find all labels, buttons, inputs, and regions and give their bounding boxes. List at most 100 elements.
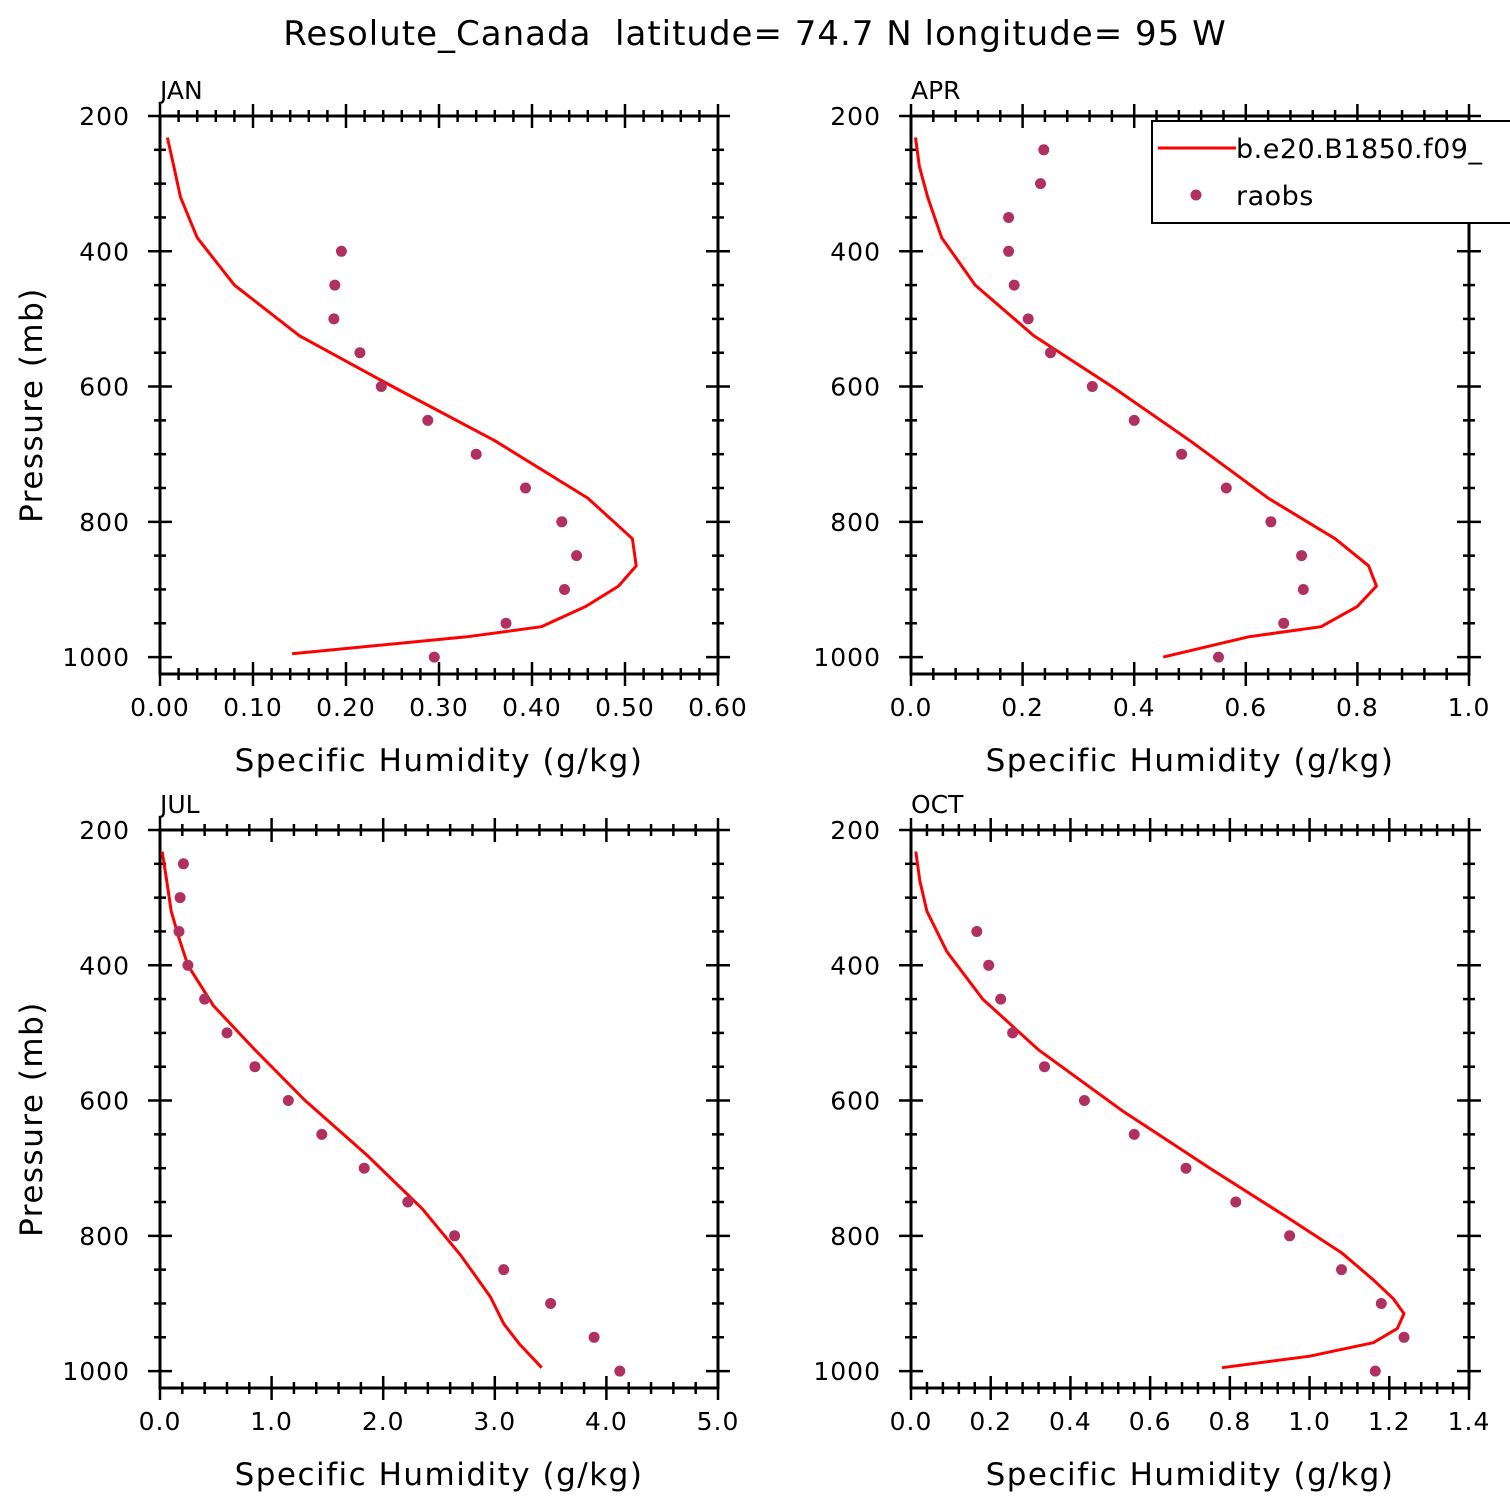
obs-point bbox=[971, 926, 983, 937]
obs-point bbox=[1369, 1365, 1381, 1377]
y-tick-label: 400 bbox=[830, 237, 881, 266]
panel-apr: APR 200 400 600 800 1000 0.0 0.2 0.4 0.6 0.8 1.0 Spe… bbox=[813, 76, 1491, 779]
y-axis-title: Pressure (mb) bbox=[14, 287, 50, 523]
legend-box bbox=[1151, 120, 1510, 224]
obs-point bbox=[1035, 178, 1046, 190]
plot-area-apr bbox=[914, 137, 1378, 663]
x-axis-title: Specific Humidity (g/kg) bbox=[986, 743, 1395, 779]
y-tick-label: 800 bbox=[79, 1222, 130, 1251]
y-tick-label: 400 bbox=[79, 951, 130, 980]
obs-point bbox=[1003, 245, 1015, 257]
plot-frame-oct bbox=[909, 828, 1471, 1390]
y-tick-label: 200 bbox=[830, 816, 881, 845]
x-tick-label: 0.8 bbox=[1208, 1407, 1251, 1436]
x-tick-label: 1.4 bbox=[1448, 1407, 1491, 1436]
obs-point bbox=[182, 959, 194, 971]
obs-point bbox=[402, 1196, 414, 1208]
y-tick-label: 400 bbox=[830, 951, 881, 980]
obs-point bbox=[588, 1331, 600, 1343]
obs-point bbox=[1284, 1230, 1296, 1242]
figure-title: Resolute_Canada latitude= 74.7 N longitu… bbox=[283, 14, 1226, 54]
obs-point bbox=[1039, 1061, 1050, 1073]
plot-area-oct bbox=[914, 851, 1410, 1377]
obs-point bbox=[354, 347, 366, 359]
obs-point bbox=[249, 1061, 261, 1073]
obs-point bbox=[1128, 1128, 1140, 1140]
panel-label-jul: JUL bbox=[158, 790, 200, 819]
x-tick-label: 3.0 bbox=[473, 1407, 516, 1436]
obs-point bbox=[1213, 651, 1224, 663]
obs-point bbox=[1007, 1027, 1019, 1039]
obs-point bbox=[559, 584, 570, 595]
legend-model-label: b.e20.B1850.f09_ bbox=[1236, 134, 1482, 165]
panel-label-oct: OCT bbox=[911, 790, 964, 819]
obs-point bbox=[173, 926, 185, 937]
x-tick-label: 0.50 bbox=[595, 693, 655, 722]
x-axis-title: Specific Humidity (g/kg) bbox=[235, 743, 644, 779]
obs-point bbox=[1128, 414, 1140, 426]
obs-point bbox=[1336, 1264, 1347, 1276]
x-tick-label: 0.8 bbox=[1336, 693, 1379, 722]
obs-point bbox=[177, 858, 189, 870]
obs-point bbox=[1176, 448, 1188, 460]
obs-point bbox=[995, 993, 1007, 1005]
x-tick-label: 0.60 bbox=[688, 693, 748, 722]
x-tick-label: 1.0 bbox=[1448, 693, 1491, 722]
obs-point bbox=[335, 245, 347, 257]
x-tick-label: 0.2 bbox=[969, 1407, 1012, 1436]
y-tick-label: 600 bbox=[830, 373, 881, 402]
plot-frame-apr bbox=[909, 114, 1471, 676]
obs-point bbox=[449, 1230, 461, 1242]
obs-point bbox=[358, 1162, 370, 1174]
obs-point bbox=[1375, 1298, 1387, 1309]
obs-point bbox=[328, 313, 340, 325]
plot-area-jan bbox=[165, 137, 638, 663]
model-line bbox=[914, 137, 1378, 659]
panel-oct: OCT 200 400 600 800 1000 0.0 0.2 0.4 0.6 0.8 1.0 1.2… bbox=[813, 790, 1491, 1493]
obs-point bbox=[1220, 482, 1232, 494]
obs-point bbox=[1297, 584, 1309, 595]
x-tick-label: 1.2 bbox=[1368, 1407, 1411, 1436]
x-tick-label: 0.2 bbox=[1001, 693, 1044, 722]
model-line bbox=[160, 851, 543, 1369]
x-tick-label: 0.00 bbox=[130, 693, 190, 722]
obs-point bbox=[520, 482, 531, 494]
x-tick-label: 0.30 bbox=[409, 693, 469, 722]
plot-frame-jan bbox=[158, 114, 720, 676]
obs-point bbox=[316, 1128, 328, 1140]
obs-point bbox=[1230, 1196, 1242, 1208]
obs-point bbox=[1045, 347, 1056, 359]
obs-point bbox=[1022, 313, 1034, 325]
x-tick-label: 2.0 bbox=[362, 1407, 405, 1436]
obs-point bbox=[1008, 279, 1020, 291]
y-tick-label: 200 bbox=[830, 102, 881, 131]
obs-point bbox=[545, 1298, 557, 1309]
x-tick-label: 1.0 bbox=[250, 1407, 293, 1436]
y-tick-label: 1000 bbox=[813, 643, 881, 672]
y-tick-label: 1000 bbox=[62, 643, 130, 672]
obs-point bbox=[422, 414, 434, 426]
x-tick-label: 4.0 bbox=[585, 1407, 628, 1436]
y-tick-label: 600 bbox=[79, 373, 130, 402]
plot-area-jul bbox=[160, 851, 626, 1377]
x-tick-label: 0.20 bbox=[316, 693, 376, 722]
x-tick-label: 0.0 bbox=[890, 693, 933, 722]
obs-point bbox=[556, 516, 568, 528]
panel-label-jan: JAN bbox=[158, 76, 203, 105]
y-tick-label: 800 bbox=[830, 508, 881, 537]
obs-point bbox=[329, 279, 341, 291]
obs-point bbox=[1038, 144, 1050, 156]
y-axis-title: Pressure (mb) bbox=[14, 1001, 50, 1237]
x-tick-label: 0.40 bbox=[502, 693, 562, 722]
legend-obs-marker bbox=[1190, 189, 1202, 201]
obs-point bbox=[1086, 381, 1098, 392]
obs-point bbox=[470, 448, 482, 460]
y-tick-label: 600 bbox=[830, 1087, 881, 1116]
obs-point bbox=[500, 617, 512, 629]
y-tick-label: 200 bbox=[79, 102, 130, 131]
y-tick-label: 1000 bbox=[813, 1357, 881, 1386]
x-tick-label: 0.6 bbox=[1129, 1407, 1172, 1436]
model-line bbox=[914, 851, 1406, 1370]
